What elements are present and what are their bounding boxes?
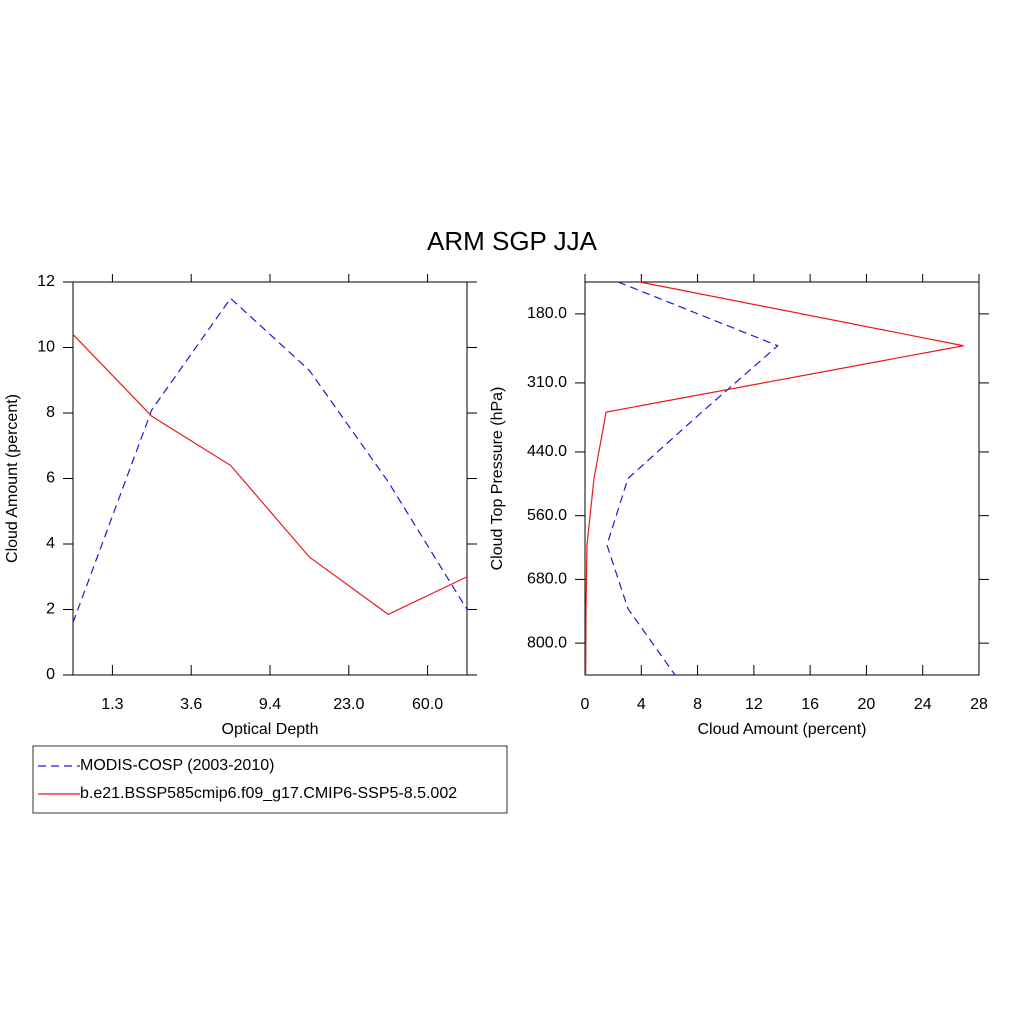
x-axis-label: Cloud Amount (percent) [698,721,867,738]
x-tick-label: 3.6 [180,696,202,713]
y-tick-label: 2 [46,601,55,618]
y-axis-label: Cloud Amount (percent) [4,394,21,563]
x-tick-label: 24 [914,696,932,713]
legend-label: b.e21.BSSP585cmip6.f09_g17.CMIP6-SSP5-8.… [80,785,457,802]
x-tick-label: 28 [970,696,988,713]
x-tick-label: 60.0 [412,696,443,713]
plot-frame [584,281,980,676]
y-tick-label: 12 [37,273,55,290]
series-line [606,281,779,676]
x-tick-label: 12 [745,696,763,713]
x-tick-label: 23.0 [333,696,364,713]
x-tick-label: 9.4 [259,696,281,713]
x-tick-label: 8 [693,696,702,713]
y-tick-label: 10 [37,339,55,356]
y-tick-label: 180.0 [527,305,567,322]
y-tick-label: 6 [46,470,55,487]
y-tick-label: 4 [46,535,55,552]
x-tick-label: 1.3 [101,696,123,713]
series-line [585,281,964,676]
y-tick-label: 8 [46,404,55,421]
x-tick-label: 16 [801,696,819,713]
x-tick-label: 4 [637,696,646,713]
y-tick-label: 680.0 [527,571,567,588]
y-axis-label: Cloud Top Pressure (hPa) [489,387,506,571]
y-tick-label: 440.0 [527,443,567,460]
legend-label: MODIS-COSP (2003-2010) [80,757,274,774]
x-tick-label: 0 [581,696,590,713]
x-tick-label: 20 [858,696,876,713]
y-tick-label: 800.0 [527,634,567,651]
y-tick-label: 560.0 [527,507,567,524]
series-line [72,297,468,623]
y-tick-label: 310.0 [527,374,567,391]
legend-box [32,745,508,814]
series-line [72,333,468,616]
figure-title: ARM SGP JJA [427,226,598,256]
x-axis-label: Optical Depth [222,721,319,738]
plot-frame [72,281,468,676]
y-tick-label: 0 [46,666,55,683]
